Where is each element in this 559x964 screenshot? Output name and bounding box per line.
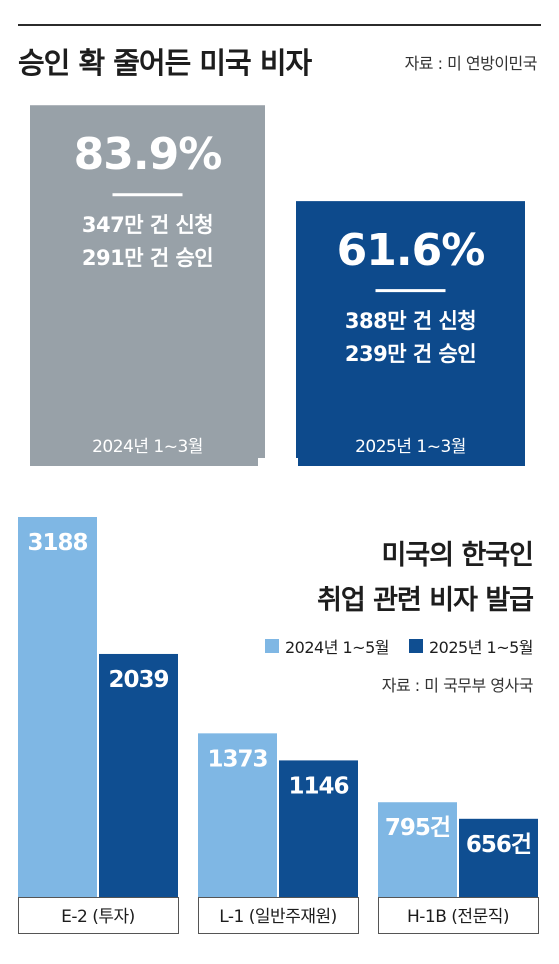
chart1-detail-approved: 291만 건 승인 [82,246,213,270]
chart2-value-label: 1373 [207,746,267,772]
chart1-bar [296,201,525,466]
chart2-category-box [18,897,179,934]
chart2-bar [99,653,178,897]
chart1-value-label: 61.6% [337,225,485,276]
chart1-detail-approved: 239만 건 승인 [345,342,476,366]
chart1-divider [112,193,183,197]
chart2-value-label: 3188 [27,530,87,556]
chart1-category-label: 2024년 1~3월 [92,437,203,457]
legend-swatch-2024 [264,639,279,653]
chart1-gap-divider [258,458,298,466]
chart2-bar [459,818,538,897]
chart2-source: 자료 : 미 국무부 영사국 [381,676,534,695]
chart2-value-label: 2039 [108,667,168,693]
top-rule [18,24,541,26]
chart2-category-label: E-2 (투자) [61,907,135,927]
chart2-legend: 2024년 1~5월 2025년 1~5월 [264,634,534,658]
chart2-bar [279,760,358,897]
chart1-title: 승인 확 줄어든 미국 비자 [18,46,312,80]
chart1-bar [30,105,265,466]
chart1-detail-applied: 388만 건 신청 [345,309,476,333]
chart1-value-label: 83.9% [74,129,222,180]
chart2-category-box [198,897,359,934]
chart2-bar [378,802,457,897]
chart2-bar [198,733,277,897]
chart1-source: 자료 : 미 연방이민국 [404,54,538,73]
chart2-category-label: L-1 (일반주재원) [219,907,337,927]
chart1-detail-applied: 347만 건 신청 [82,213,213,237]
chart2-value-label: 1146 [288,773,348,799]
chart1-category-label: 2025년 1~3월 [355,437,466,457]
chart2-title-line1: 미국의 한국인 [381,540,534,571]
chart2-value-label: 656건 [466,832,531,858]
legend-label-2025: 2025년 1~5월 [428,638,534,657]
legend-swatch-2025 [408,639,423,653]
chart2-title-line2: 취업 관련 비자 발급 [317,585,534,616]
chart2-category-label: H-1B (전문직) [407,907,509,927]
chart1-divider [375,289,446,293]
chart2-value-label: 795건 [385,815,450,841]
chart2-bar [18,517,97,897]
legend-label-2024: 2024년 1~5월 [284,638,390,657]
chart1-baseline [18,466,541,469]
chart2-category-box [378,897,539,934]
